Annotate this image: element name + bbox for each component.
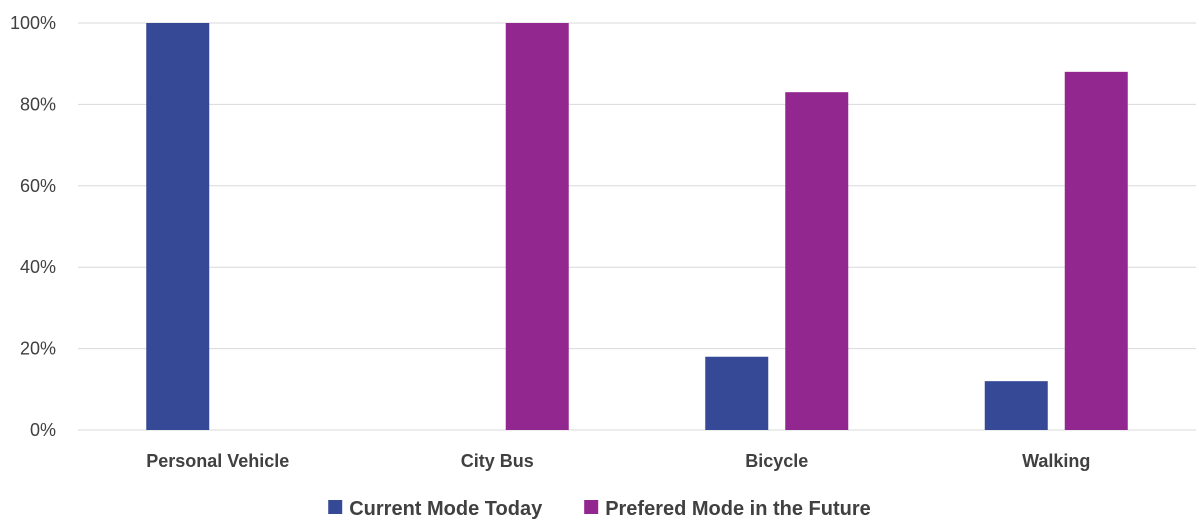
bar-current-mode-today [985,381,1048,430]
legend-label: Prefered Mode in the Future [605,498,871,520]
bar-current-mode-today [705,357,768,430]
y-tick-label: 60% [20,176,56,196]
x-category-label: Walking [1022,451,1090,471]
y-tick-label: 0% [30,420,56,440]
x-category-label: Bicycle [745,451,808,471]
x-axis-category-labels: Personal Vehicle City Bus Bicycle Walking [146,451,1090,471]
y-tick-label: 80% [20,94,56,114]
x-category-label: Personal Vehicle [146,451,289,471]
y-tick-label: 100% [10,13,56,33]
bar-current-mode-today [146,23,209,430]
legend: Current Mode Today Prefered Mode in the F… [328,498,871,520]
y-tick-label: 20% [20,339,56,359]
legend-swatch [328,500,342,514]
legend-label: Current Mode Today [349,498,543,520]
gridlines [78,23,1196,430]
bars [146,23,1128,430]
y-axis-tick-labels: 0% 20% 40% 60% 80% 100% [10,13,56,440]
legend-swatch [584,500,598,514]
bar-prefered-mode-in-the-future [785,92,848,430]
x-category-label: City Bus [461,451,534,471]
bar-prefered-mode-in-the-future [1065,72,1128,430]
y-tick-label: 40% [20,257,56,277]
bar-prefered-mode-in-the-future [506,23,569,430]
